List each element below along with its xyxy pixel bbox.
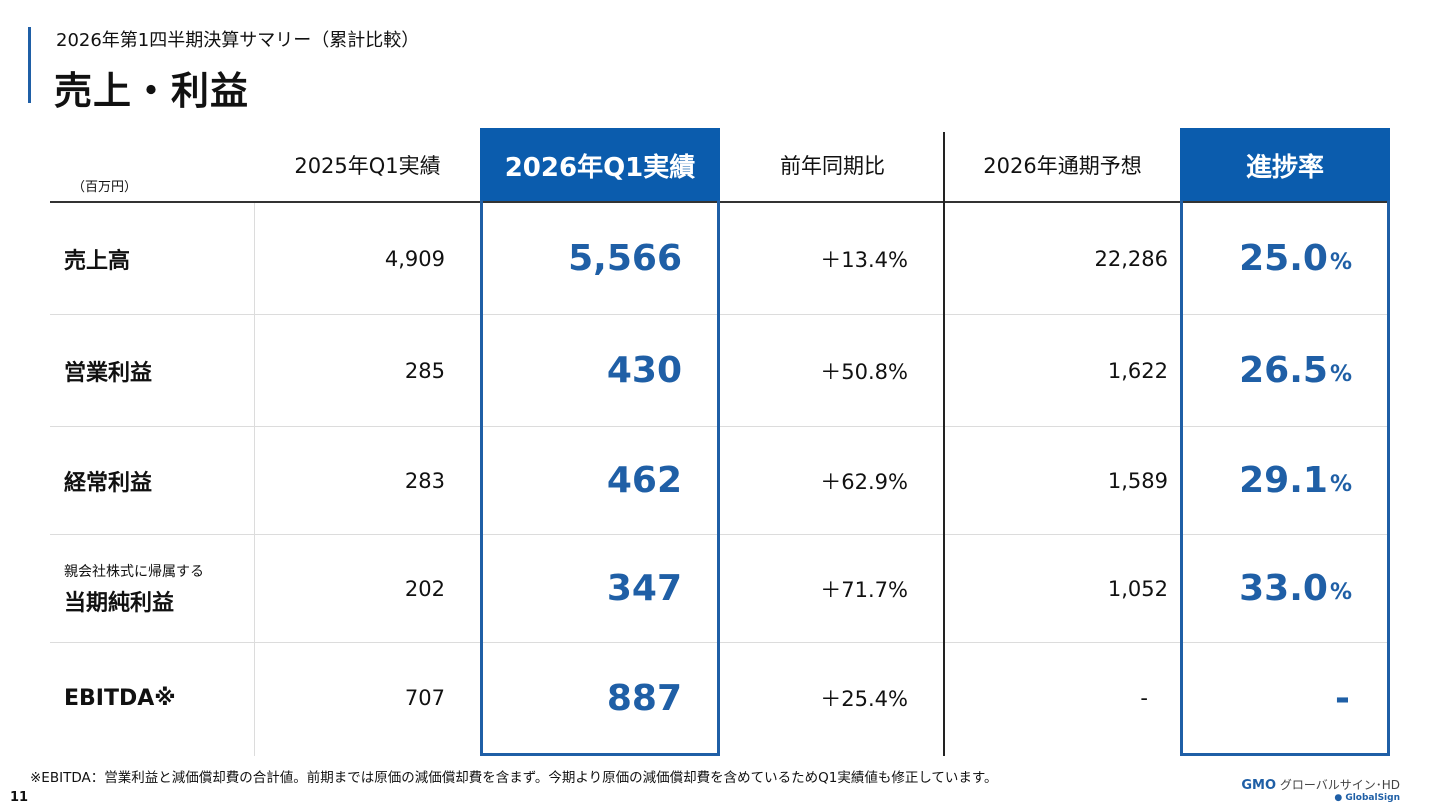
row-label-operating-profit: 営業利益 <box>64 360 153 386</box>
cell-yoy-ordinary-profit: ＋62.9% <box>820 469 908 494</box>
cell-curr-sales: 5,566 <box>568 238 682 279</box>
cell-forecast-operating-profit: 1,622 <box>1107 358 1168 383</box>
cell-progress-operating-profit: 26.5% <box>1239 350 1352 391</box>
cell-curr-operating-profit: 430 <box>606 350 682 391</box>
cell-yoy-net-income: ＋71.7% <box>820 577 908 602</box>
cell-prev-ebitda: 707 <box>404 686 445 710</box>
row-label-ordinary-profit: 経常利益 <box>64 470 153 496</box>
cell-yoy-sales: ＋13.4% <box>820 247 908 272</box>
row-divider <box>50 534 1390 535</box>
page-subtitle: 2026年第1四半期決算サマリー（累計比較） <box>56 30 420 51</box>
cell-prev-sales: 4,909 <box>384 246 445 271</box>
footnote: ※EBITDA：営業利益と減価償却費の合計値。前期までは原価の減価償却費を含まず… <box>30 770 998 786</box>
logo-brand: GMO <box>1241 778 1277 793</box>
column-divider-forecast <box>943 132 945 756</box>
title-accent-bar <box>28 27 31 103</box>
page-number: 11 <box>10 790 29 805</box>
company-logo: GMO グローバルサイン･HD ● GlobalSign <box>1241 778 1400 803</box>
column-divider <box>254 203 255 756</box>
cell-progress-ebitda: - <box>1335 677 1350 719</box>
row-divider <box>50 642 1390 643</box>
cell-progress-ordinary-profit: 29.1% <box>1239 460 1352 501</box>
header-prev-actual: 2025年Q1実績 <box>294 154 441 178</box>
header-curr-actual: 2026年Q1実績 <box>480 128 720 202</box>
header-forecast: 2026年通期予想 <box>983 154 1142 178</box>
cell-forecast-ordinary-profit: 1,589 <box>1107 468 1168 493</box>
logo-name: グローバルサイン･HD <box>1279 778 1400 792</box>
cell-forecast-net-income: 1,052 <box>1107 576 1168 601</box>
page-title: 売上・利益 <box>54 69 250 113</box>
row-label-sales: 売上高 <box>64 248 131 274</box>
cell-forecast-ebitda: - <box>1140 686 1148 710</box>
header-progress: 進捗率 <box>1180 128 1390 202</box>
cell-progress-net-income: 33.0% <box>1239 568 1352 609</box>
cell-progress-sales: 25.0% <box>1239 238 1352 279</box>
highlight-curr-column <box>480 200 720 756</box>
cell-forecast-sales: 22,286 <box>1094 246 1168 271</box>
cell-prev-operating-profit: 285 <box>404 358 445 383</box>
cell-yoy-ebitda: ＋25.4% <box>820 687 908 711</box>
summary-table: （百万円） 2025年Q1実績 2026年Q1実績 前年同期比 2026年通期予… <box>50 128 1390 756</box>
row-label-net-income: 親会社株式に帰属する 当期純利益 <box>64 535 204 642</box>
row-label-ebitda: EBITDA※ <box>64 685 176 711</box>
highlight-progress-column <box>1180 200 1390 756</box>
cell-yoy-operating-profit: ＋50.8% <box>820 359 908 384</box>
row-divider <box>50 426 1390 427</box>
row-divider <box>50 314 1390 315</box>
unit-label: （百万円） <box>72 180 138 195</box>
cell-curr-ebitda: 887 <box>606 677 682 719</box>
row-label-net-income-prefix: 親会社株式に帰属する <box>64 563 204 580</box>
header-divider <box>50 201 1390 203</box>
cell-prev-net-income: 202 <box>404 576 445 601</box>
cell-curr-ordinary-profit: 462 <box>606 460 682 501</box>
logo-sub: GlobalSign <box>1345 793 1400 803</box>
cell-curr-net-income: 347 <box>606 568 682 609</box>
header-yoy: 前年同期比 <box>780 154 885 178</box>
cell-prev-ordinary-profit: 283 <box>404 468 445 493</box>
